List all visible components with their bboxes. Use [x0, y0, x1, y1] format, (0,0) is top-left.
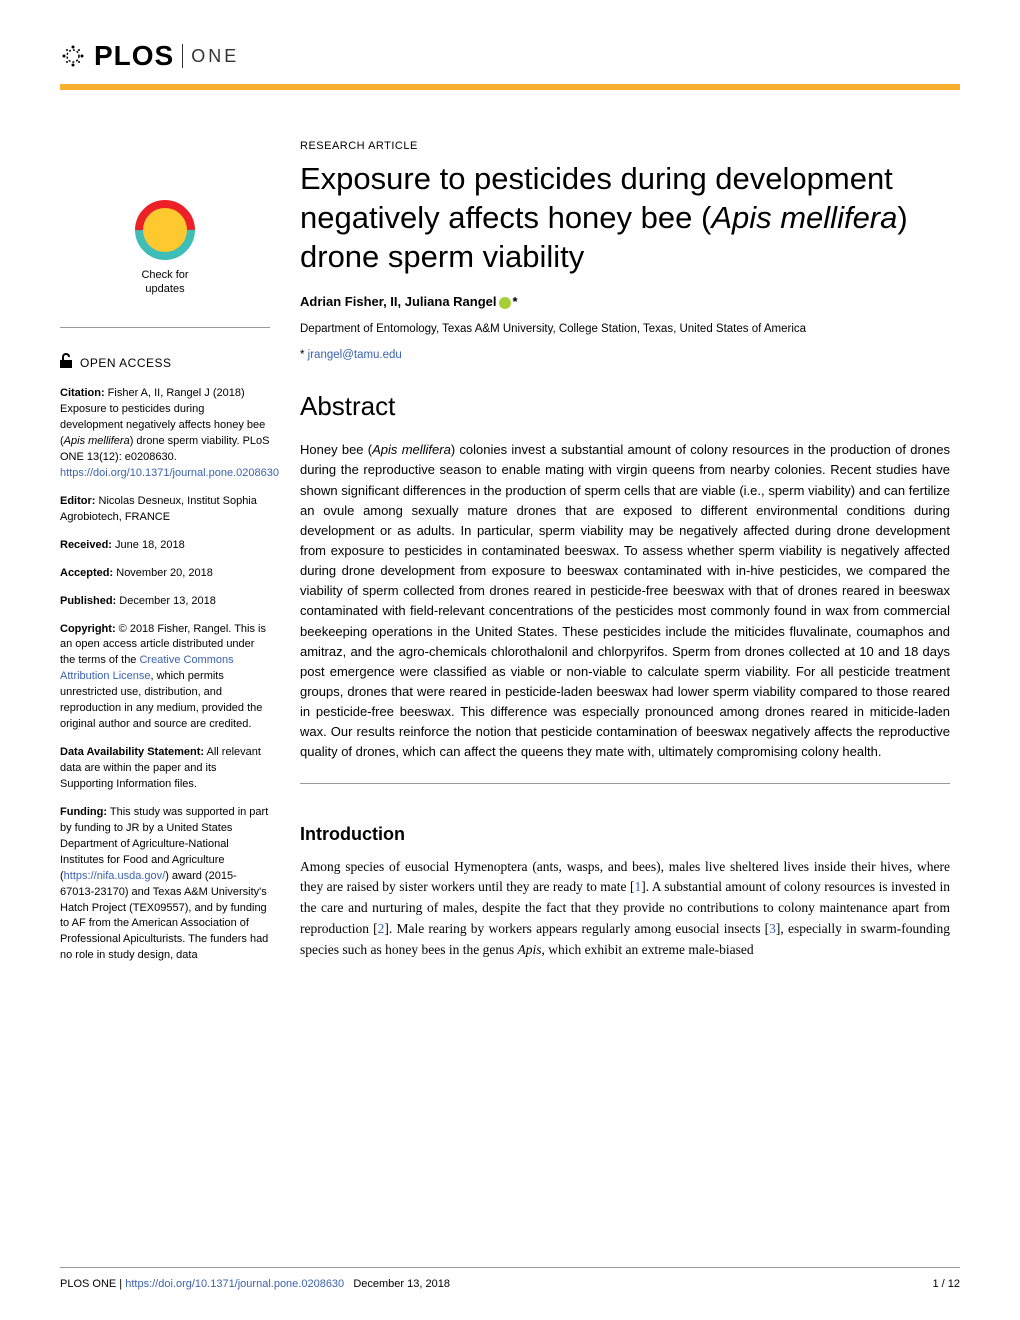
citation-block: Citation: Fisher A, II, Rangel J (2018) … [60, 386, 270, 482]
ref-link-3[interactable]: 3 [769, 921, 776, 936]
abstract-heading: Abstract [300, 391, 950, 422]
funding-link[interactable]: https://nifa.usda.gov/ [64, 870, 166, 882]
editor-block: Editor: Nicolas Desneux, Institut Sophia… [60, 494, 270, 526]
crossmark-icon [123, 188, 208, 273]
logo-sub: ONE [191, 46, 239, 67]
data-availability-block: Data Availability Statement: All relevan… [60, 745, 270, 793]
logo-brand: PLOS [94, 40, 174, 72]
header-accent-bar [60, 84, 960, 90]
journal-header: PLOS ONE [60, 40, 960, 90]
open-lock-icon [60, 353, 74, 375]
authors-line: Adrian Fisher, II, Juliana Rangel* [300, 294, 950, 309]
footer-date: December 13, 2018 [353, 1278, 450, 1290]
accepted-block: Accepted: November 20, 2018 [60, 566, 270, 582]
article-type: RESEARCH ARTICLE [300, 140, 950, 152]
sidebar-divider [60, 327, 270, 328]
funding-block: Funding: This study was supported in par… [60, 805, 270, 964]
plos-logo-icon [60, 43, 86, 69]
sidebar: Check for updates OPEN ACCESS Citation: … [60, 140, 270, 976]
email-link[interactable]: jrangel@tamu.edu [308, 349, 402, 361]
footer-page-number: 1 / 12 [932, 1278, 960, 1290]
published-block: Published: December 13, 2018 [60, 594, 270, 610]
affiliation: Department of Entomology, Texas A&M Univ… [300, 323, 950, 335]
main-content: RESEARCH ARTICLE Exposure to pesticides … [300, 140, 960, 976]
received-block: Received: June 18, 2018 [60, 538, 270, 554]
check-updates-line2: updates [145, 283, 184, 295]
copyright-block: Copyright: © 2018 Fisher, Rangel. This i… [60, 622, 270, 734]
footer-doi-link[interactable]: https://doi.org/10.1371/journal.pone.020… [125, 1278, 344, 1290]
orcid-icon[interactable] [499, 297, 511, 309]
footer-journal: PLOS ONE | [60, 1278, 125, 1290]
section-divider [300, 783, 950, 784]
citation-doi-link[interactable]: https://doi.org/10.1371/journal.pone.020… [60, 467, 279, 479]
introduction-heading: Introduction [300, 824, 950, 845]
open-access-label: OPEN ACCESS [80, 355, 172, 372]
introduction-text: Among species of eusocial Hymenoptera (a… [300, 857, 950, 962]
page-footer: PLOS ONE | https://doi.org/10.1371/journ… [60, 1267, 960, 1290]
abstract-text: Honey bee (Apis mellifera) colonies inve… [300, 440, 950, 762]
check-updates-widget[interactable]: Check for updates [60, 200, 270, 297]
article-title: Exposure to pesticides during developmen… [300, 160, 950, 276]
check-updates-line1: Check for [141, 269, 188, 281]
open-access-badge: OPEN ACCESS [60, 353, 270, 375]
corresponding-email: * jrangel@tamu.edu [300, 349, 950, 361]
